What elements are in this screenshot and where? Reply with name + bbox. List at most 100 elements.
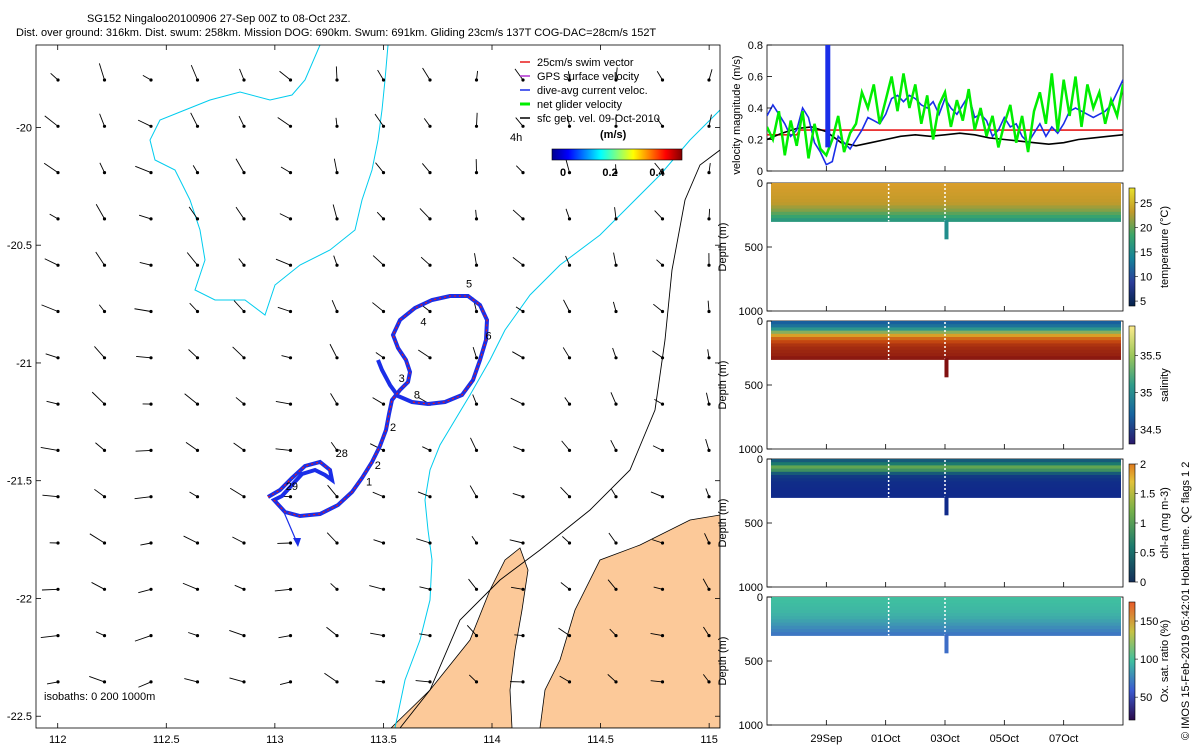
section-profile-band bbox=[771, 346, 1121, 351]
geo-velocity-arrow-head bbox=[428, 356, 432, 360]
geo-velocity-arrow bbox=[472, 347, 477, 358]
geo-velocity-arrow bbox=[233, 300, 245, 312]
geo-velocity-arrow-head bbox=[381, 309, 386, 314]
oxygen-section-panel: 0 500 1000 Depth (m) 50 100 150 Ox. sat. ratio … bbox=[717, 592, 1171, 732]
geo-velocity-arrow bbox=[183, 535, 198, 544]
velocity-ytick-label: 0.8 bbox=[748, 40, 763, 52]
geo-velocity-arrow-head bbox=[149, 448, 153, 452]
geo-velocity-arrow-head bbox=[521, 495, 525, 499]
geo-velocity-arrow-head bbox=[521, 217, 525, 221]
geo-velocity-arrow-head bbox=[707, 217, 711, 221]
geo-velocity-arrow-head bbox=[242, 356, 246, 360]
geo-velocity-arrow-head bbox=[102, 634, 107, 638]
geo-velocity-arrow bbox=[139, 214, 152, 220]
section-profile-band bbox=[771, 459, 1121, 463]
geo-velocity-arrow bbox=[708, 162, 711, 173]
geo-velocity-arrow-head bbox=[335, 309, 339, 314]
track-day-label: 2 bbox=[390, 422, 396, 434]
geo-velocity-arrow bbox=[134, 308, 152, 312]
geo-velocity-arrow bbox=[370, 632, 384, 637]
geo-velocity-arrow-head bbox=[335, 171, 339, 175]
geo-velocity-arrow-head bbox=[474, 634, 479, 638]
geo-velocity-arrow bbox=[235, 397, 245, 405]
geo-velocity-arrow bbox=[513, 446, 524, 451]
section-colorbar bbox=[1128, 187, 1136, 307]
geo-velocity-arrow bbox=[44, 258, 59, 266]
geo-velocity-arrow bbox=[188, 206, 198, 220]
section-colorbar-label: 5 bbox=[1140, 296, 1146, 308]
geo-velocity-arrow-head bbox=[381, 541, 386, 545]
geo-velocity-arrow bbox=[186, 252, 198, 266]
geo-velocity-arrow bbox=[656, 118, 663, 127]
section-profile-band bbox=[771, 183, 1121, 187]
section-colorbar-label: 150 bbox=[1140, 616, 1158, 628]
geo-velocity-arrow-head bbox=[474, 587, 479, 591]
geo-velocity-arrow-head bbox=[521, 541, 525, 545]
section-profile-band bbox=[771, 343, 1121, 348]
map-xtick-label: 114 bbox=[483, 734, 501, 746]
chlorophyll-section-panel: 0 500 1000 Depth (m) 0 0.5 1 1.5 2 chl-a (mg m-3) bbox=[717, 454, 1171, 594]
geo-velocity-arrow bbox=[704, 533, 710, 544]
geo-velocity-arrow bbox=[614, 207, 617, 219]
geo-velocity-arrow bbox=[706, 392, 710, 405]
track-day-label: 6 bbox=[485, 330, 491, 342]
geo-velocity-arrow bbox=[656, 71, 663, 81]
geo-velocity-arrow-head bbox=[567, 680, 572, 684]
colorbar-unit: (m/s) bbox=[600, 129, 627, 141]
geo-velocity-arrow-head bbox=[195, 171, 200, 175]
geo-velocity-arrow-head bbox=[660, 680, 665, 684]
geo-velocity-arrow bbox=[512, 256, 524, 266]
section-profile-band bbox=[771, 465, 1121, 470]
section-profile-band bbox=[771, 481, 1121, 486]
geo-velocity-arrow-head bbox=[381, 402, 386, 406]
section-spike bbox=[944, 358, 949, 378]
geo-velocity-arrow-head bbox=[428, 171, 432, 175]
geo-velocity-arrow-head bbox=[474, 495, 479, 499]
geo-velocity-arrow bbox=[559, 675, 570, 683]
geo-velocity-arrow-head bbox=[521, 78, 525, 82]
track-day-labels: 5 6 4 38 2 2 28 1 29 bbox=[286, 279, 492, 494]
geo-velocity-arrow bbox=[708, 114, 712, 127]
geo-velocity-arrow-head bbox=[567, 309, 572, 314]
geo-velocity-arrow-head bbox=[242, 634, 246, 638]
geo-velocity-arrow-head bbox=[567, 263, 572, 267]
geo-velocity-arrow-head bbox=[242, 680, 246, 684]
geo-velocity-arrow bbox=[560, 486, 570, 498]
geo-velocity-arrow-head bbox=[102, 448, 107, 452]
geo-velocity-arrow-head bbox=[660, 541, 665, 545]
section-ylabel: Depth (m) bbox=[717, 499, 729, 548]
geo-velocity-arrow bbox=[654, 162, 663, 173]
geo-velocity-arrow bbox=[510, 586, 524, 590]
geo-velocity-arrow-head bbox=[567, 356, 572, 360]
geo-velocity-arrow-head bbox=[56, 309, 60, 314]
section-profile-band bbox=[771, 218, 1121, 222]
geo-velocity-arrow-head bbox=[474, 356, 479, 360]
map-xtick-label: 113.5 bbox=[370, 734, 397, 746]
section-colorbar-label: 2 bbox=[1140, 459, 1146, 471]
geo-velocity-arrow-head bbox=[242, 217, 246, 221]
geo-velocity-arrow bbox=[139, 262, 152, 266]
geo-velocity-arrow-head bbox=[195, 680, 200, 684]
geo-velocity-arrow bbox=[46, 400, 59, 405]
geo-velocity-arrow bbox=[374, 113, 384, 127]
section-ytick-label: 0 bbox=[757, 454, 763, 466]
geo-velocity-arrow bbox=[419, 208, 431, 220]
section-ytick-label: 500 bbox=[745, 656, 763, 668]
section-profile-band bbox=[771, 349, 1121, 354]
map-ytick-label: -20.5 bbox=[7, 240, 32, 252]
map-colorbar bbox=[551, 148, 683, 161]
geo-velocity-arrow bbox=[372, 397, 384, 405]
geo-velocity-arrow-head bbox=[567, 448, 572, 452]
geo-velocity-arrow-head bbox=[614, 587, 618, 591]
geo-velocity-arrow-head bbox=[335, 356, 339, 360]
geo-velocity-arrow-head bbox=[521, 171, 525, 175]
geo-velocity-arrow bbox=[562, 347, 570, 359]
geo-velocity-arrow bbox=[515, 165, 524, 173]
geo-velocity-arrow-head bbox=[102, 356, 107, 360]
geo-velocity-arrow-head bbox=[660, 448, 665, 452]
glider-track-map: 5 6 4 38 2 2 28 1 29 25cm/s swim vector GPS surfa… bbox=[7, 44, 721, 746]
geo-velocity-arrow bbox=[650, 491, 663, 498]
geo-velocity-arrow bbox=[418, 349, 431, 359]
section-profile-band bbox=[771, 478, 1121, 482]
section-profile-band bbox=[771, 491, 1121, 495]
